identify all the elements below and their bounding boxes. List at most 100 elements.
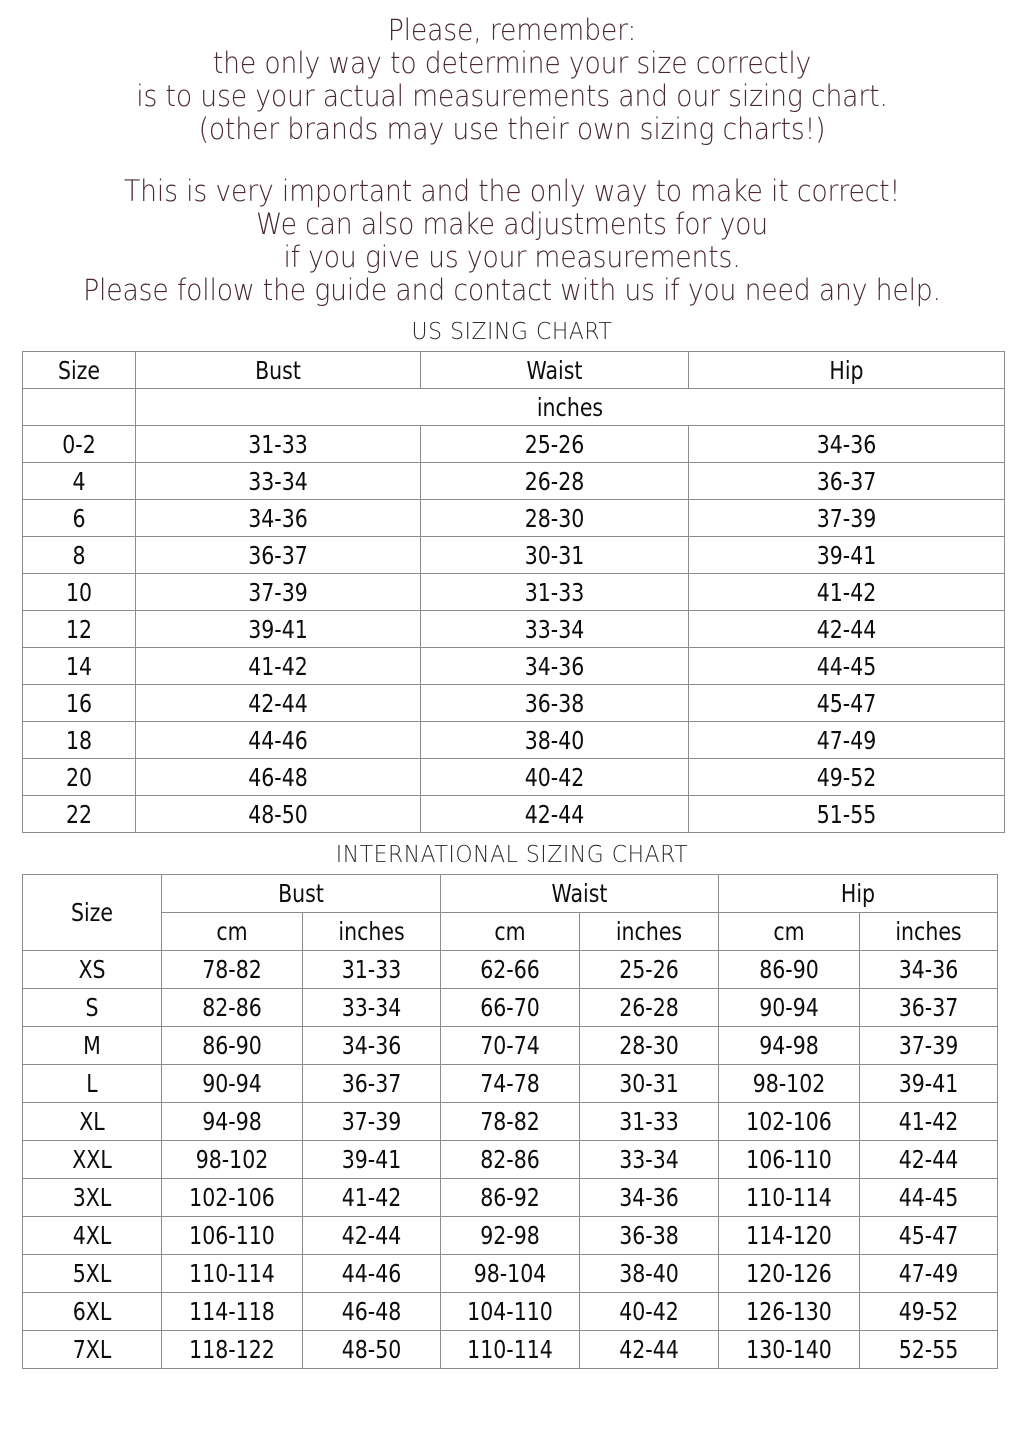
us-header-hip-label: Hip	[829, 355, 864, 385]
intl-cell-size: L	[22, 1064, 162, 1103]
us-cell-hip: 42-44	[688, 610, 1005, 648]
intl-cell-bust_cm: 106-110	[161, 1216, 303, 1255]
table-row: 5XL 110-114 44-46 98-104 38-40 120-126 47-49	[22, 1254, 999, 1293]
intl-cell-hip_cm: 120-126	[718, 1254, 861, 1293]
intl-cell-hip_in: 49-52	[859, 1292, 999, 1331]
intl-value-waist_cm: 74-78	[480, 1069, 540, 1098]
intl-value-hip_cm: 90-94	[759, 993, 819, 1022]
us-cell-bust: 36-37	[135, 536, 421, 574]
intl-cell-bust_in: 48-50	[301, 1330, 442, 1369]
us-value-hip: 41-42	[816, 577, 877, 607]
us-value-size: 10	[65, 577, 93, 607]
intl-value-bust_cm: 78-82	[202, 955, 262, 984]
us-value-bust: 34-36	[248, 503, 308, 533]
us-unit-label: inches	[536, 392, 604, 422]
us-cell-bust: 44-46	[135, 721, 421, 759]
intl-value-waist_cm: 82-86	[480, 1145, 540, 1174]
us-header-waist-label: Waist	[526, 355, 583, 385]
table-row: XXL 98-102 39-41 82-86 33-34 106-110 42-44	[22, 1140, 999, 1179]
us-value-bust: 46-48	[248, 762, 308, 792]
us-value-size: 18	[65, 725, 93, 755]
intl-value-hip_cm: 120-126	[746, 1259, 832, 1288]
intl-cell-size: XXL	[22, 1140, 162, 1179]
intl-cell-hip_in: 39-41	[859, 1064, 999, 1103]
intl-value-size: 5XL	[72, 1259, 112, 1288]
us-value-waist: 28-30	[524, 503, 585, 533]
us-value-waist: 36-38	[524, 688, 585, 718]
us-value-waist: 34-36	[524, 651, 585, 681]
intl-value-size: 6XL	[72, 1297, 112, 1326]
us-cell-size: 8	[22, 536, 136, 574]
intl-cell-bust_cm: 94-98	[161, 1102, 303, 1141]
intl-cell-hip_cm: 98-102	[718, 1064, 861, 1103]
us-cell-size: 16	[22, 684, 136, 722]
intl-cell-bust_in: 34-36	[301, 1026, 442, 1065]
intl-value-hip_in: 47-49	[898, 1259, 959, 1288]
us-value-waist: 40-42	[524, 762, 585, 792]
intl-cell-waist_cm: 98-104	[440, 1254, 581, 1293]
us-cell-bust: 46-48	[135, 758, 421, 796]
us-header-hip: Hip	[688, 351, 1005, 389]
intl-cell-waist_in: 40-42	[579, 1292, 720, 1331]
intl-value-bust_in: 34-36	[341, 1031, 402, 1060]
us-cell-size: 12	[22, 610, 136, 648]
intl-header-waist: Waist	[440, 874, 720, 913]
intl-subheader-hip-cm-label: cm	[773, 917, 805, 946]
intl-cell-size: 3XL	[22, 1178, 162, 1217]
intl-cell-bust_cm: 114-118	[161, 1292, 303, 1331]
intl-cell-size: 6XL	[22, 1292, 162, 1331]
intl-subheader-bust-cm: cm	[161, 912, 303, 951]
intl-cell-size: XL	[22, 1102, 162, 1141]
us-value-bust: 36-37	[248, 540, 308, 570]
intl-value-bust_cm: 90-94	[202, 1069, 262, 1098]
intl-value-hip_cm: 114-120	[746, 1221, 832, 1250]
intl-value-size: 4XL	[72, 1221, 112, 1250]
intl-cell-waist_cm: 78-82	[440, 1102, 581, 1141]
intl-cell-bust_cm: 98-102	[161, 1140, 303, 1179]
us-cell-size: 14	[22, 647, 136, 685]
table-row: 6 34-36 28-30 37-39	[22, 499, 1005, 537]
table-row: S 82-86 33-34 66-70 26-28 90-94 36-37	[22, 988, 999, 1027]
table-row: 8 36-37 30-31 39-41	[22, 536, 1005, 574]
table-row: 0-2 31-33 25-26 34-36	[22, 425, 1005, 463]
us-cell-hip: 34-36	[688, 425, 1005, 463]
intl-cell-bust_cm: 102-106	[161, 1178, 303, 1217]
intl-value-size: M	[83, 1031, 101, 1060]
intl-cell-waist_in: 38-40	[579, 1254, 720, 1293]
intl-cell-waist_cm: 104-110	[440, 1292, 581, 1331]
intl-cell-hip_in: 34-36	[859, 950, 999, 989]
intl-value-bust_cm: 98-102	[195, 1145, 269, 1174]
intl-value-hip_in: 42-44	[898, 1145, 959, 1174]
intl-header-hip-label: Hip	[840, 879, 876, 908]
intl-value-bust_cm: 82-86	[202, 993, 262, 1022]
intl-cell-hip_in: 44-45	[859, 1178, 999, 1217]
intl-header-bust: Bust	[160, 874, 442, 913]
table-row: 22 48-50 42-44 51-55	[22, 795, 1005, 833]
intl-cell-hip_cm: 86-90	[718, 950, 861, 989]
us-cell-hip: 37-39	[688, 499, 1005, 537]
intl-cell-size: S	[22, 988, 162, 1027]
intl-cell-hip_cm: 90-94	[718, 988, 861, 1027]
us-cell-waist: 40-42	[420, 758, 689, 796]
intl-header-bust-label: Bust	[278, 879, 324, 908]
intl-value-waist_cm: 110-114	[467, 1335, 553, 1364]
us-cell-hip: 39-41	[688, 536, 1005, 574]
intl-value-waist_cm: 86-92	[480, 1183, 540, 1212]
us-cell-waist: 28-30	[420, 499, 689, 537]
intl-value-hip_in: 39-41	[898, 1069, 959, 1098]
intl-cell-bust_in: 46-48	[301, 1292, 442, 1331]
intl-subheader-waist-cm-label: cm	[494, 917, 526, 946]
us-value-size: 16	[65, 688, 93, 718]
us-cell-waist: 34-36	[420, 647, 689, 685]
intl-value-bust_in: 36-37	[341, 1069, 402, 1098]
us-value-bust: 31-33	[248, 429, 308, 459]
intl-subheader-waist-cm: cm	[440, 912, 581, 951]
intl-cell-waist_in: 25-26	[579, 950, 720, 989]
intl-value-bust_cm: 102-106	[189, 1183, 275, 1212]
us-cell-hip: 51-55	[688, 795, 1005, 833]
intl-cell-waist_in: 30-31	[579, 1064, 720, 1103]
us-value-size: 12	[65, 614, 93, 644]
us-cell-waist: 33-34	[420, 610, 689, 648]
us-header-waist: Waist	[420, 351, 689, 389]
intl-cell-waist_in: 33-34	[579, 1140, 720, 1179]
